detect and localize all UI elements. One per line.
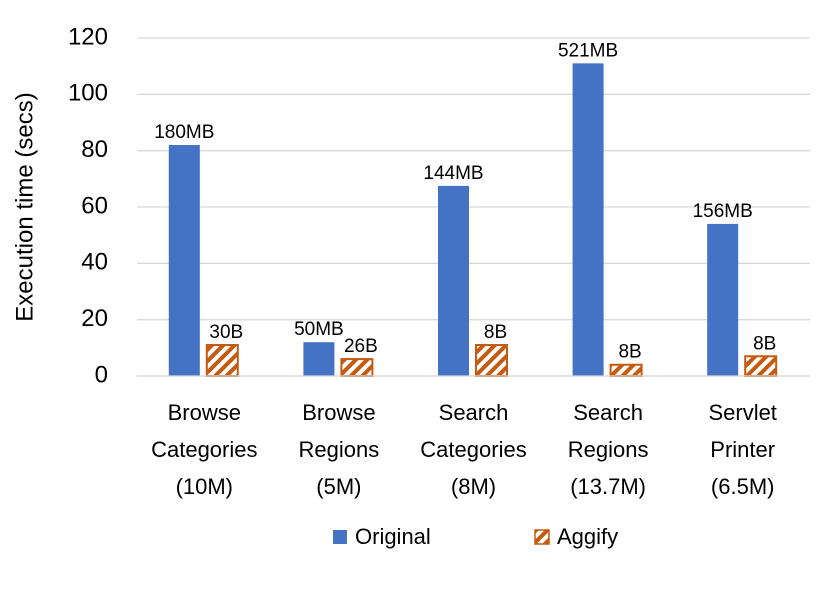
x-tick-label: Browse xyxy=(302,400,375,425)
y-tick-label: 120 xyxy=(68,23,108,50)
x-tick-label: Servlet xyxy=(708,400,776,425)
bar-label: 8B xyxy=(753,333,776,354)
bar-label: 26B xyxy=(344,336,378,357)
x-tick-label: (8M) xyxy=(451,474,496,499)
legend-label: Original xyxy=(355,524,431,549)
x-tick-label: (5M) xyxy=(316,474,361,499)
x-tick-label: Regions xyxy=(299,437,380,462)
bar xyxy=(609,363,643,378)
y-axis-label: Execution time (secs) xyxy=(11,92,38,321)
bar xyxy=(168,145,200,376)
bar-label: 8B xyxy=(618,342,641,363)
bar-label: 144MB xyxy=(423,163,483,184)
bar xyxy=(438,185,469,376)
legend-label: Aggify xyxy=(557,524,618,549)
y-tick-label: 100 xyxy=(68,80,108,107)
x-tick-label: Printer xyxy=(710,437,775,462)
x-tick-label: Browse xyxy=(168,400,241,425)
bar-label: 180MB xyxy=(154,122,214,143)
legend-swatch xyxy=(333,530,347,544)
bar-label: 30B xyxy=(209,322,243,343)
bar xyxy=(303,342,335,376)
x-tick-label: (13.7M) xyxy=(570,474,646,499)
bar xyxy=(744,355,778,377)
y-tick-label: 60 xyxy=(81,192,108,219)
bar-label: 521MB xyxy=(558,40,618,61)
x-tick-label: Categories xyxy=(151,437,257,462)
bar-label: 50MB xyxy=(294,319,344,340)
y-tick-label: 20 xyxy=(81,305,108,332)
x-tick-label: (6.5M) xyxy=(711,474,775,499)
y-tick-label: 40 xyxy=(81,249,108,276)
x-tick-label: (10M) xyxy=(176,474,233,499)
x-tick-label: Search xyxy=(439,400,509,425)
bar-label: 8B xyxy=(484,322,507,343)
bar-label: 156MB xyxy=(693,201,753,222)
x-tick-label: Categories xyxy=(420,437,526,462)
bar xyxy=(340,358,374,378)
bar xyxy=(707,223,739,376)
x-tick-label: Search xyxy=(573,400,643,425)
y-tick-label: 80 xyxy=(81,136,108,163)
x-tick-label: Regions xyxy=(568,437,649,462)
bar xyxy=(475,344,508,377)
y-tick-label: 0 xyxy=(95,361,108,388)
bar xyxy=(205,344,239,377)
bar xyxy=(572,63,604,376)
legend-swatch xyxy=(534,529,550,545)
